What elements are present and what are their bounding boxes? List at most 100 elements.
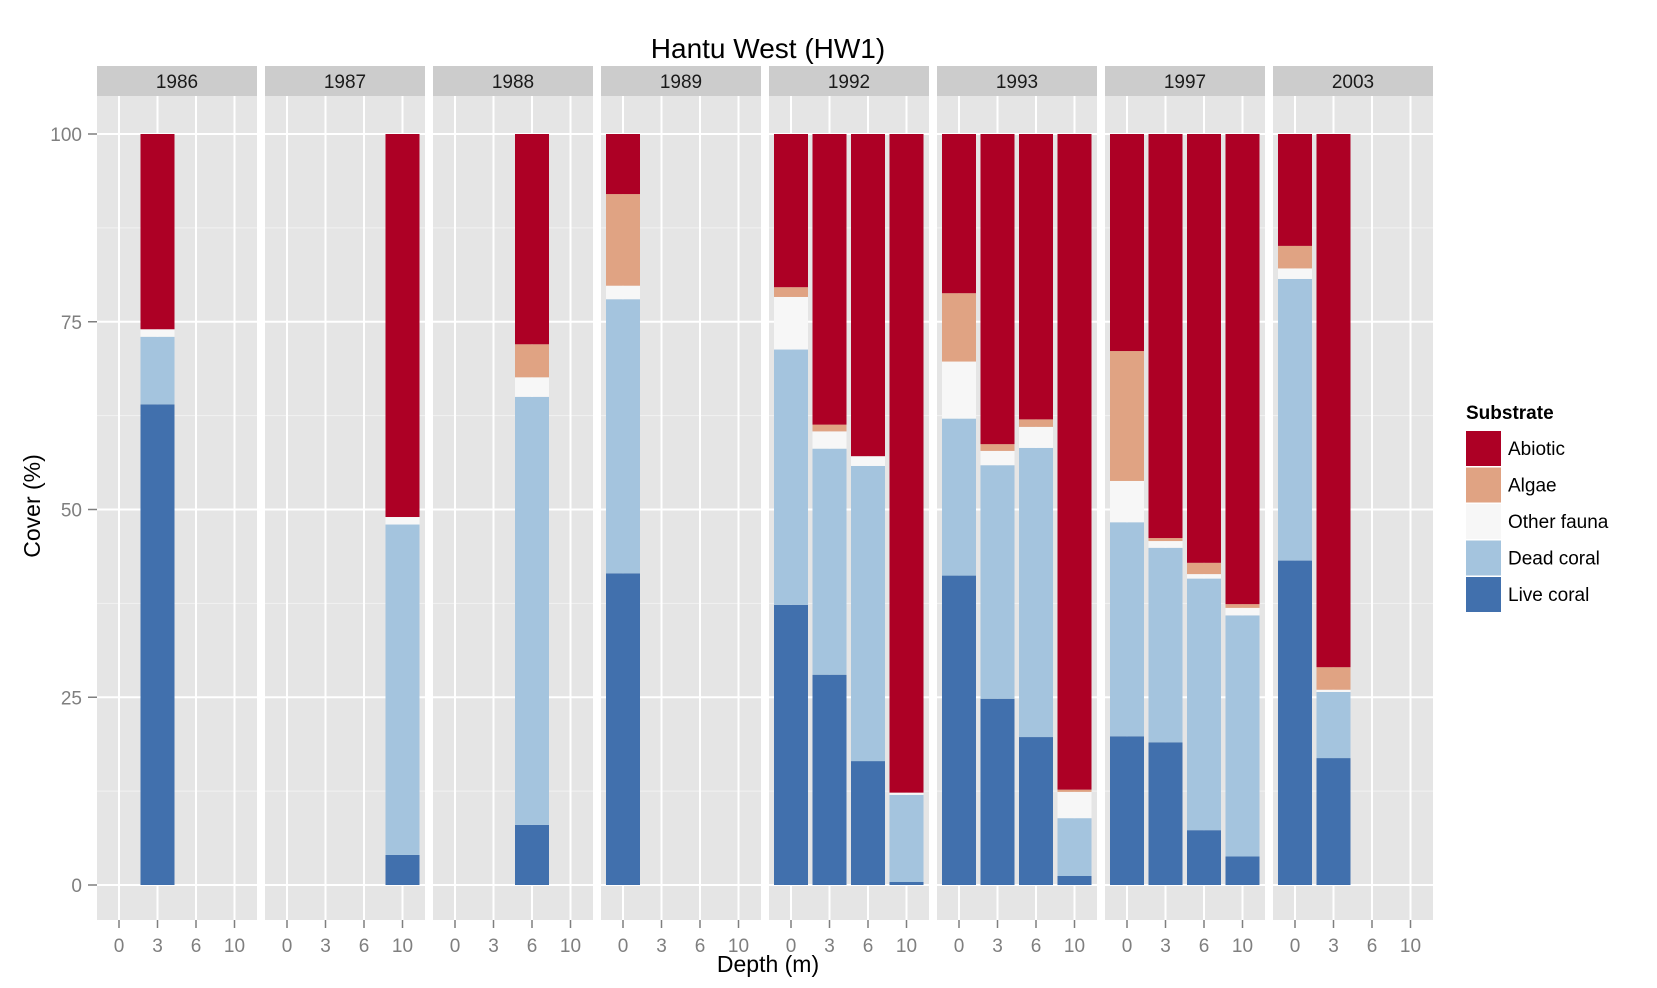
- legend-swatch: [1466, 431, 1501, 466]
- bar-segment: [851, 456, 885, 466]
- x-tick-label: 3: [656, 936, 667, 957]
- bar-segment: [1019, 447, 1053, 738]
- bar-segment: [515, 377, 549, 397]
- bar-segment: [385, 524, 420, 855]
- facet-label: 1986: [156, 72, 198, 93]
- x-tick-label: 10: [1064, 936, 1085, 957]
- y-tick-label: 75: [61, 313, 82, 334]
- x-tick-label: 3: [152, 936, 163, 957]
- facet-strip: [433, 66, 593, 96]
- bar-segment: [606, 134, 640, 195]
- x-tick-label: 0: [786, 936, 797, 957]
- bar-segment: [980, 698, 1015, 885]
- bar-segment: [851, 465, 885, 762]
- x-tick-label: 6: [191, 936, 202, 957]
- x-tick-label: 6: [863, 936, 874, 957]
- bar-segment: [1110, 480, 1144, 523]
- bar-segment: [606, 194, 640, 286]
- bar-segment: [774, 134, 808, 288]
- bar-segment: [385, 134, 420, 518]
- bar-segment: [1187, 830, 1221, 885]
- x-tick-label: 10: [728, 936, 749, 957]
- bar-segment: [889, 794, 924, 882]
- facet-strip: [769, 66, 929, 96]
- y-tick-label: 0: [71, 876, 82, 897]
- x-tick-label: 10: [896, 936, 917, 957]
- facet-label: 1987: [324, 72, 366, 93]
- facet-background: [433, 96, 593, 920]
- bar-segment: [1278, 245, 1312, 269]
- bar-segment: [1187, 134, 1221, 563]
- facet-label: 1992: [828, 72, 870, 93]
- facet-panel: 1993 0 3 6 10: [937, 66, 1097, 957]
- x-tick-label: 6: [359, 936, 370, 957]
- bar-segment: [942, 361, 976, 419]
- bar-segment: [942, 418, 976, 576]
- bar-segment: [980, 444, 1015, 451]
- bar-segment: [1316, 667, 1351, 690]
- bar-segment: [1019, 134, 1053, 420]
- bar-segment: [385, 517, 420, 525]
- legend: Substrate Abiotic Algae Other fauna Dead co…: [1466, 403, 1609, 612]
- bar-segment: [942, 575, 976, 885]
- facet-label: 1993: [996, 72, 1038, 93]
- facet-panel: 1988 0 3 6 10: [433, 66, 593, 957]
- bar-segment: [1187, 574, 1221, 579]
- bar-segment: [851, 134, 885, 457]
- x-tick-label: 3: [1160, 936, 1171, 957]
- legend-label: Algae: [1508, 476, 1557, 497]
- x-axis-title: Depth (m): [717, 951, 819, 977]
- chart-title: Hantu West (HW1): [651, 33, 885, 64]
- bar-segment: [812, 431, 847, 449]
- bar-segment: [140, 134, 175, 330]
- x-tick-label: 3: [320, 936, 331, 957]
- x-tick-label: 0: [618, 936, 629, 957]
- bar-segment: [1225, 134, 1260, 605]
- bar-segment: [812, 448, 847, 675]
- facet-label: 1989: [660, 72, 702, 93]
- bar-segment: [851, 761, 885, 885]
- facet-panel: 1997 0 3 6 10: [1105, 66, 1265, 957]
- facet-label: 1997: [1164, 72, 1206, 93]
- bar-segment: [1110, 736, 1144, 885]
- bar-segment: [774, 604, 808, 885]
- bar-segment: [942, 293, 976, 362]
- bar-segment: [1278, 560, 1312, 885]
- bar-segment: [774, 296, 808, 350]
- bar-segment: [1148, 547, 1183, 743]
- bar-segment: [1057, 818, 1092, 876]
- bar-segment: [1278, 278, 1312, 561]
- facet-strip: [97, 66, 257, 96]
- bar-segment: [1225, 604, 1260, 608]
- bar-segment: [774, 349, 808, 605]
- x-tick-label: 0: [1290, 936, 1301, 957]
- bar-segment: [1316, 689, 1351, 692]
- bar-segment: [1019, 737, 1053, 885]
- x-tick-label: 6: [527, 936, 538, 957]
- facet-strip: [601, 66, 761, 96]
- x-tick-label: 10: [224, 936, 245, 957]
- bar-segment: [1278, 268, 1312, 279]
- x-tick-label: 3: [488, 936, 499, 957]
- bar-segment: [1316, 134, 1351, 668]
- facet-panel: 1989 0 3 6 10: [601, 66, 761, 957]
- bar-segment: [1110, 522, 1144, 737]
- bar-segment: [606, 299, 640, 574]
- facet-strip: [1105, 66, 1265, 96]
- bar-segment: [1057, 791, 1092, 819]
- bar-segment: [140, 404, 175, 885]
- bar-segment: [889, 792, 924, 795]
- facet-label: 2003: [1332, 72, 1374, 93]
- bar-segment: [980, 450, 1015, 466]
- x-tick-label: 10: [1400, 936, 1421, 957]
- legend-label: Live coral: [1508, 585, 1589, 606]
- legend-swatch: [1466, 504, 1501, 539]
- facet-background: [97, 96, 257, 920]
- bar-segment: [980, 134, 1015, 445]
- legend-swatch: [1466, 577, 1501, 612]
- bar-segment: [812, 424, 847, 432]
- x-tick-label: 0: [954, 936, 965, 957]
- bar-segment: [1148, 742, 1183, 885]
- bar-segment: [812, 674, 847, 885]
- bar-segment: [140, 329, 175, 337]
